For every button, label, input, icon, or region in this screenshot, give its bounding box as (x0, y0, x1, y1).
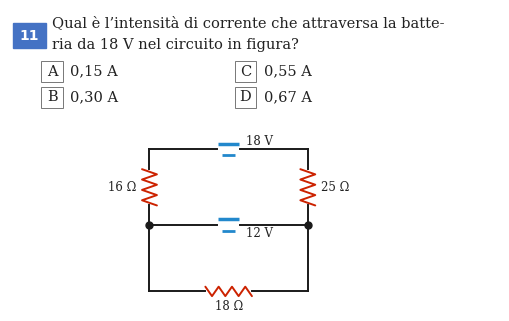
Text: 0,15 A: 0,15 A (70, 65, 118, 79)
FancyBboxPatch shape (13, 23, 45, 48)
FancyBboxPatch shape (41, 87, 63, 108)
Text: 18 V: 18 V (246, 135, 273, 148)
FancyBboxPatch shape (41, 61, 63, 82)
Text: C: C (239, 65, 250, 79)
Text: A: A (47, 65, 58, 79)
Text: 0,30 A: 0,30 A (70, 91, 118, 104)
Text: 16 Ω: 16 Ω (108, 181, 136, 194)
Text: 18 Ω: 18 Ω (214, 300, 242, 313)
Text: B: B (47, 91, 58, 104)
FancyBboxPatch shape (234, 87, 256, 108)
Text: 12 V: 12 V (246, 227, 273, 239)
Text: Qual è l’intensità di corrente che attraversa la batte-: Qual è l’intensità di corrente che attra… (51, 16, 443, 30)
FancyBboxPatch shape (234, 61, 256, 82)
Text: ria da 18 V nel circuito in figura?: ria da 18 V nel circuito in figura? (51, 39, 298, 52)
Text: 25 Ω: 25 Ω (320, 181, 348, 194)
Text: 11: 11 (20, 29, 39, 43)
Text: 0,55 A: 0,55 A (263, 65, 311, 79)
Text: 0,67 A: 0,67 A (263, 91, 311, 104)
Text: D: D (239, 91, 251, 104)
